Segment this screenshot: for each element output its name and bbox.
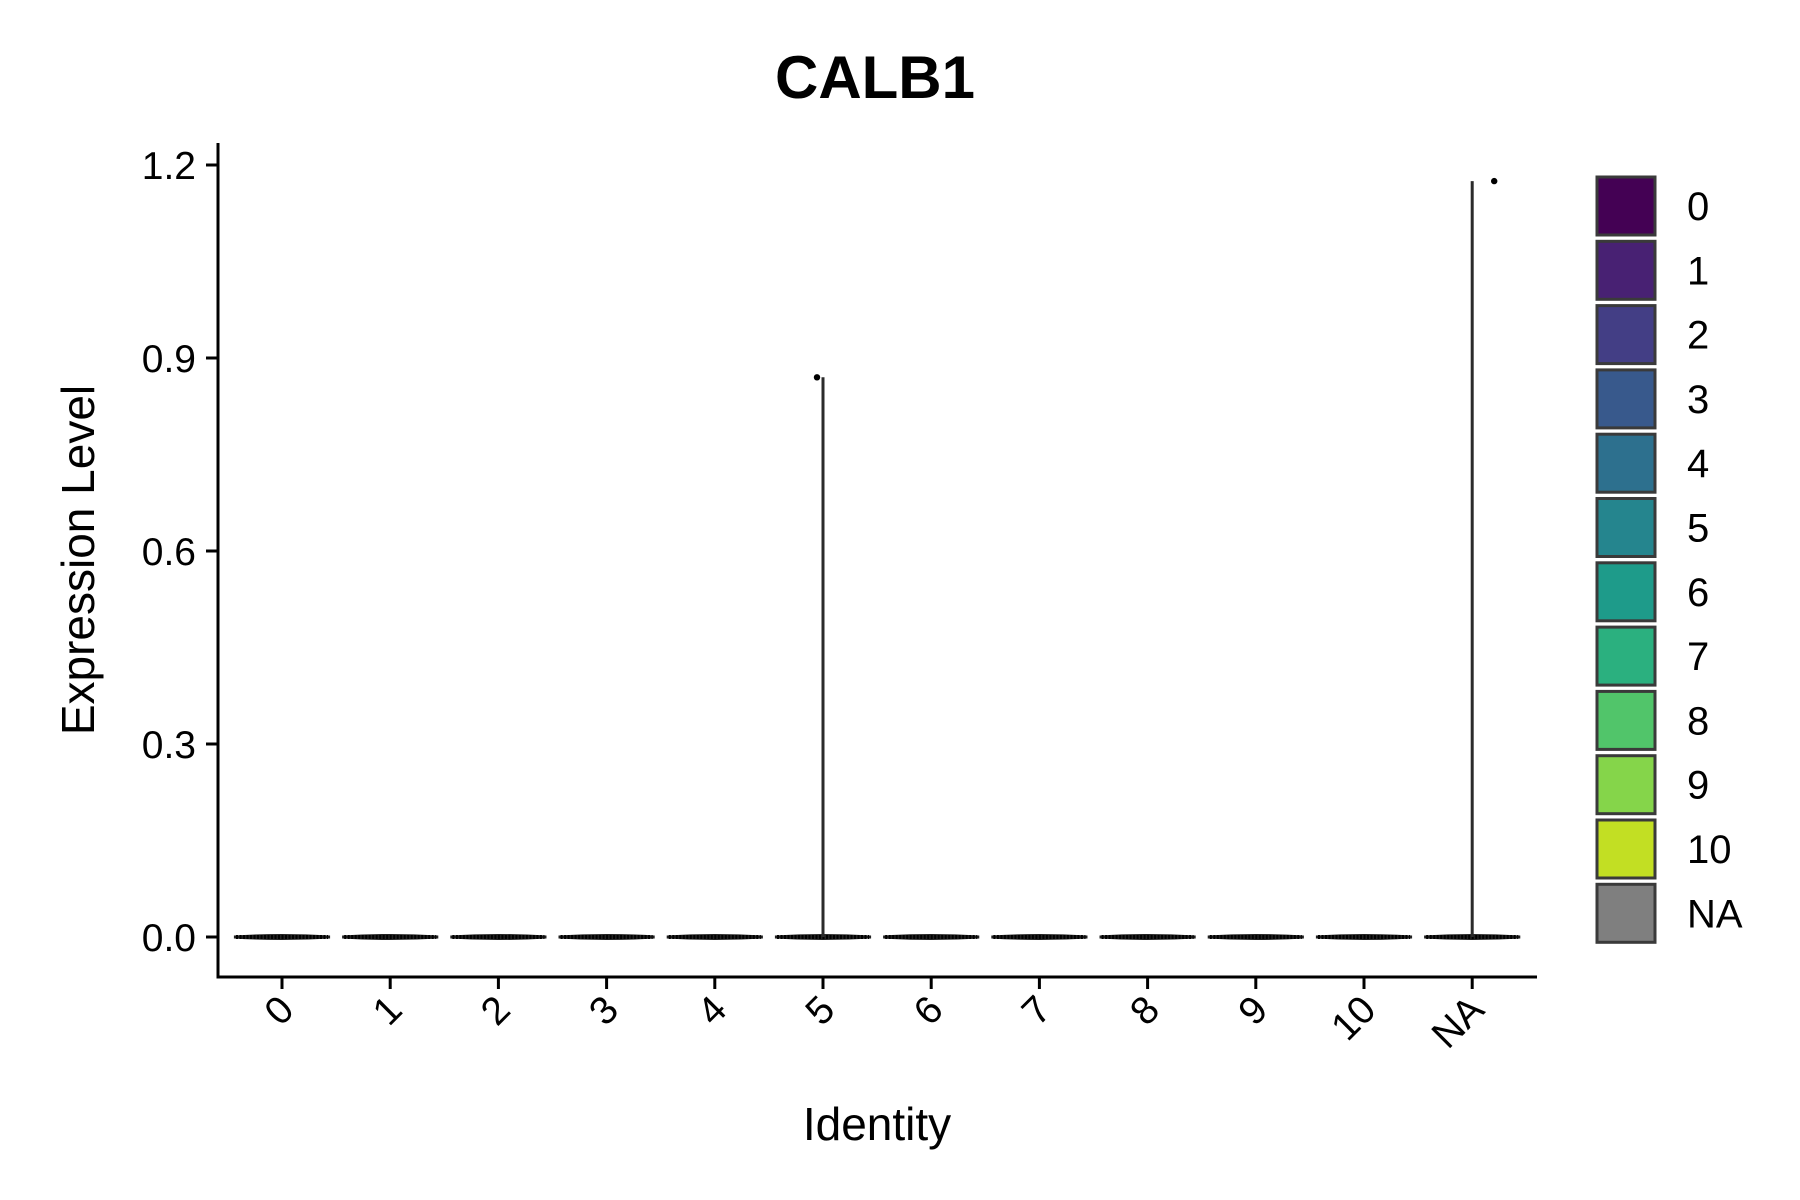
legend-swatch-1 (1595, 239, 1657, 301)
legend-swatch-8 (1595, 689, 1657, 751)
y-tick-label: 0.3 (142, 724, 196, 767)
legend-swatch-10 (1595, 818, 1657, 880)
legend-swatch-2 (1595, 304, 1657, 366)
legend-swatch-5 (1595, 497, 1657, 558)
legend-label-5: 5 (1687, 507, 1709, 551)
x-tick-label: 7 (1014, 988, 1060, 1034)
outlier-point-5 (813, 374, 821, 381)
x-tick-label: 9 (1230, 988, 1276, 1034)
legend-swatch-7 (1595, 625, 1657, 687)
legend-swatch-0 (1595, 175, 1657, 237)
x-axis-label: Identity (803, 1098, 951, 1150)
y-axis-ticks: 0.0 0.3 0.6 0.9 1.2 (142, 145, 218, 960)
legend-label-0: 0 (1687, 185, 1709, 229)
x-tick-label: 10 (1323, 988, 1384, 1049)
legend-swatch-3 (1595, 368, 1657, 430)
legend: 0 1 2 3 4 5 6 7 8 9 10 NA (1595, 175, 1743, 944)
y-axis-label: Expression Level (52, 385, 104, 735)
x-axis-ticks: 0 1 2 3 4 5 6 7 8 9 10 NA (257, 977, 1493, 1057)
x-tick-label: NA (1424, 988, 1493, 1057)
y-tick-label: 0.6 (142, 531, 196, 574)
legend-swatch-NA (1595, 882, 1657, 944)
legend-label-6: 6 (1687, 571, 1709, 615)
plot-area (233, 177, 1521, 940)
legend-label-4: 4 (1687, 442, 1709, 486)
outlier-point-NA (1491, 177, 1498, 185)
legend-swatch-6 (1595, 561, 1657, 623)
x-tick-label: 4 (689, 988, 735, 1034)
chart-title: CALB1 (775, 44, 975, 111)
x-tick-label: 3 (581, 988, 627, 1034)
x-tick-label: 0 (257, 988, 303, 1034)
legend-label-2: 2 (1687, 314, 1709, 358)
legend-label-7: 7 (1687, 635, 1709, 679)
y-tick-label: 0.0 (142, 917, 196, 960)
legend-swatch-9 (1595, 754, 1657, 816)
x-tick-label: 5 (798, 988, 844, 1034)
x-tick-label: 2 (473, 988, 519, 1034)
x-tick-label: 6 (906, 988, 952, 1034)
x-tick-label: 1 (365, 988, 411, 1034)
y-tick-label: 0.9 (142, 338, 196, 381)
legend-label-3: 3 (1687, 378, 1709, 422)
y-tick-label: 1.2 (142, 145, 196, 188)
legend-label-8: 8 (1687, 699, 1709, 743)
legend-label-1: 1 (1687, 249, 1709, 293)
legend-label-NA: NA (1687, 892, 1743, 936)
legend-swatch-4 (1595, 432, 1657, 494)
x-tick-label: 8 (1122, 988, 1168, 1034)
legend-label-9: 9 (1687, 764, 1709, 808)
legend-label-10: 10 (1687, 828, 1732, 872)
